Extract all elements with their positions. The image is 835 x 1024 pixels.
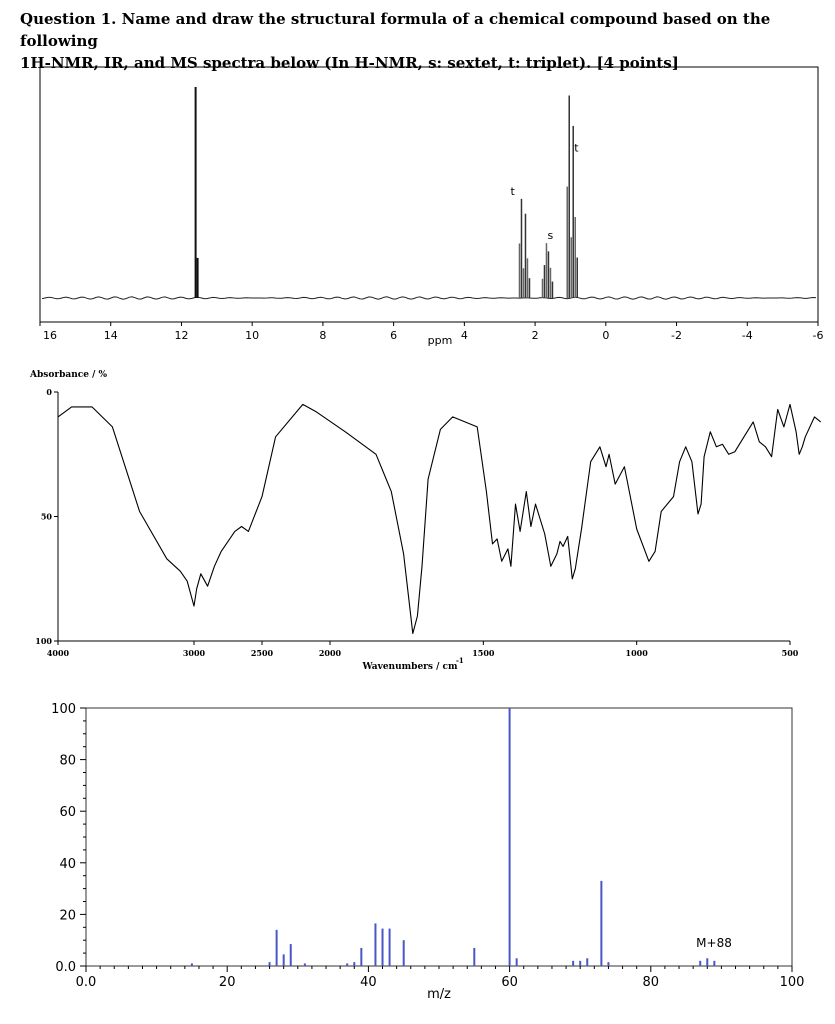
nmr-baseline <box>41 296 817 300</box>
ir-x-tick-label: 500 <box>782 648 799 658</box>
ms-y-tick-label: 60 <box>59 805 76 820</box>
nmr-spectrum: t s t 16 14 12 10 8 6 4 2 0 -2 -4 -6 ppm <box>39 66 824 347</box>
ms-y-tick-label: 100 <box>51 702 76 717</box>
ms-x-tick-label: 100 <box>780 975 805 990</box>
nmr-tick-label: -4 <box>742 329 753 342</box>
nmr-frame <box>39 66 819 323</box>
ms-frame <box>85 707 793 967</box>
ms-y-tick-label: 40 <box>59 857 76 872</box>
ms-y-tick-label: 0.0 <box>55 960 76 975</box>
ir-ylabel: Absorbance / % <box>29 370 108 380</box>
nmr-tick-label: 6 <box>390 329 397 342</box>
nmr-multiplicity-label: t <box>574 141 579 154</box>
ir-x-tick-label: 4000 <box>47 648 70 658</box>
nmr-tick-label: -2 <box>671 329 682 342</box>
ir-x-tick-label: 2500 <box>251 648 274 658</box>
nmr-tick-label: 16 <box>43 329 57 342</box>
ir-y-tick-label: 0 <box>46 387 52 397</box>
ir-xlabel: Wavenumbers / cm <box>361 662 458 672</box>
ms-x-tick-label: 0.0 <box>76 975 97 990</box>
ir-x-tick-label: 1500 <box>472 648 495 658</box>
ir-y-tick-label: 50 <box>41 512 53 522</box>
ms-y-tick-label: 20 <box>59 908 76 923</box>
ms-x-tick-label: 20 <box>219 975 236 990</box>
nmr-tick-label: -6 <box>813 329 824 342</box>
nmr-xlabel: ppm <box>428 334 453 347</box>
ir-y-tick-label: 100 <box>35 636 52 646</box>
nmr-tick-label: 10 <box>245 329 259 342</box>
nmr-multiplicity-label: s <box>547 229 553 242</box>
nmr-tick-label: 12 <box>174 329 188 342</box>
ir-x-tick-label: 1000 <box>626 648 649 658</box>
nmr-tick-label: 4 <box>461 329 468 342</box>
ir-xlabel-sup: -1 <box>456 656 464 665</box>
ir-x-tick-label: 3000 <box>183 648 206 658</box>
nmr-tick-label: 0 <box>602 329 609 342</box>
ms-y-tick-label: 80 <box>59 754 76 769</box>
ms-x-tick-label: 40 <box>360 975 377 990</box>
nmr-tick-label: 8 <box>319 329 326 342</box>
nmr-tick-label: 2 <box>532 329 539 342</box>
ms-xlabel: m/z <box>427 987 451 1002</box>
ir-x-tick-label: 2000 <box>319 648 342 658</box>
nmr-tick-label: 14 <box>104 329 118 342</box>
ms-x-tick-label: 80 <box>643 975 660 990</box>
ms-x-tick-label: 60 <box>501 975 518 990</box>
ir-trace <box>57 403 822 635</box>
ir-spectrum: Absorbance / % 0 50 100 4000 3000 2500 2000 1500… <box>29 370 822 672</box>
nmr-multiplicity-label: t <box>510 185 515 198</box>
question-line-1: Question 1. Name and draw the structural… <box>20 10 771 50</box>
ms-annotation: M+88 <box>696 936 732 950</box>
